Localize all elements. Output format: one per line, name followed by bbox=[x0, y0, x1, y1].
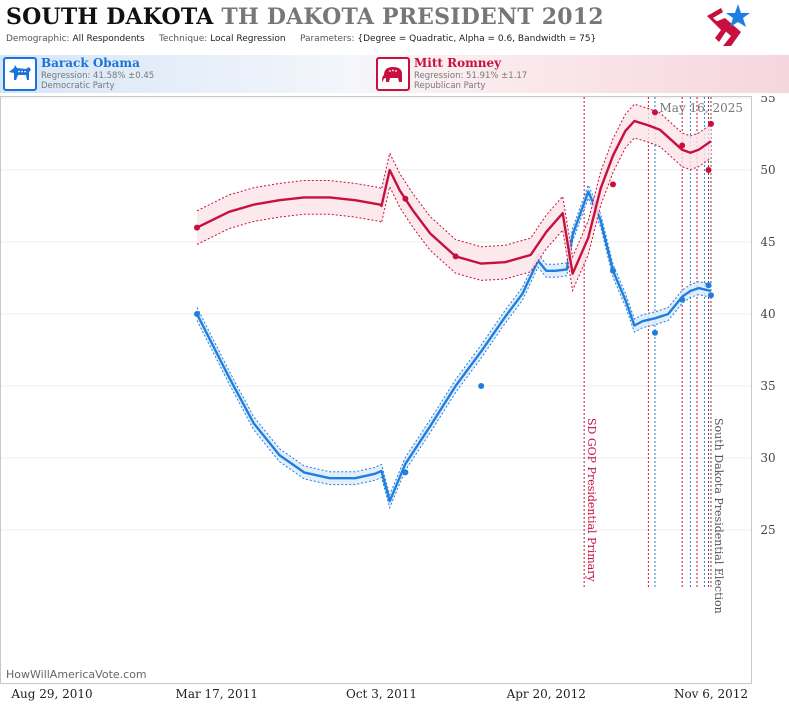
event-label: South Dakota Presidential Election bbox=[712, 418, 725, 614]
x-axis: Aug 29, 2010 Mar 17, 2011 Oct 3, 2011 Apr 2… bbox=[10, 687, 748, 701]
y-tick-label: 30 bbox=[760, 451, 775, 465]
watermark: HowWillAmericaVote.com bbox=[6, 668, 147, 681]
parameters-label: Parameters: bbox=[299, 34, 355, 44]
title-state: SOUTH DAKOTA bbox=[6, 4, 214, 30]
y-axis: 25 30 35 40 45 50 55 bbox=[760, 96, 775, 537]
chart-header: SOUTH DAKOTA TH DAKOTA PRESIDENT 2012 De… bbox=[0, 0, 789, 52]
y-gridlines bbox=[1, 97, 751, 531]
poll-point bbox=[402, 195, 409, 202]
poll-point bbox=[651, 329, 658, 336]
event-markers: SD GOP Presidential Primary South Dakota … bbox=[583, 96, 725, 614]
candidate-regression: Regression: 41.58% ±0.45 bbox=[41, 71, 155, 81]
poll-point bbox=[452, 253, 459, 260]
candidate-regression: Regression: 51.91% ±1.17 bbox=[414, 71, 528, 81]
poll-point bbox=[708, 120, 714, 127]
y-tick-label: 45 bbox=[760, 235, 775, 249]
poll-point bbox=[679, 296, 686, 303]
demographic-label: Demographic: bbox=[6, 34, 70, 44]
y-tick-label: 25 bbox=[760, 523, 775, 537]
chart-parameters: Demographic: All Respondents Technique: … bbox=[6, 34, 596, 44]
poll-point bbox=[609, 267, 616, 274]
band-upper-line bbox=[196, 103, 712, 259]
y-tick-label: 35 bbox=[760, 379, 775, 393]
x-tick-label: Mar 17, 2011 bbox=[176, 687, 258, 701]
x-tick-label: Oct 3, 2011 bbox=[346, 687, 417, 701]
band-lower-line bbox=[196, 196, 712, 510]
event-label: SD GOP Presidential Primary bbox=[585, 418, 598, 582]
poll-point bbox=[478, 383, 485, 389]
x-tick-label: Aug 29, 2010 bbox=[10, 687, 92, 701]
demographic-value: All Respondents bbox=[72, 34, 145, 44]
candidate-party: Democratic Party bbox=[41, 81, 115, 91]
regression-line bbox=[196, 119, 712, 275]
poll-point bbox=[705, 282, 712, 289]
regression-chart: 25 30 35 40 45 50 55 Aug 29, 2010 Mar 17, 2011 O… bbox=[0, 96, 776, 701]
y-tick-label: 40 bbox=[760, 307, 775, 321]
x-tick-label: Apr 20, 2012 bbox=[506, 687, 586, 701]
poll-point bbox=[679, 142, 686, 149]
series-rep bbox=[193, 103, 714, 293]
parameters-value: {Degree = Quadratic, Alpha = 0.6, Bandwi… bbox=[357, 34, 597, 44]
candidate-name: Mitt Romney bbox=[414, 56, 502, 70]
y-tick-label: 55 bbox=[760, 96, 775, 105]
plot-area bbox=[0, 96, 752, 684]
site-logo-icon bbox=[707, 4, 750, 46]
technique-label: Technique: bbox=[158, 34, 208, 44]
poll-point bbox=[609, 181, 616, 188]
elephant-icon bbox=[376, 57, 410, 91]
y-tick-label: 50 bbox=[760, 163, 775, 177]
donkey-icon bbox=[3, 57, 37, 91]
x-tick-label: Nov 6, 2012 bbox=[674, 687, 748, 701]
poll-point bbox=[705, 167, 712, 173]
band-lower-line bbox=[196, 137, 712, 293]
title-rest: TH DAKOTA PRESIDENT 2012 bbox=[221, 4, 604, 30]
date-stamp: May 16, 2025 bbox=[660, 101, 743, 115]
poll-point bbox=[651, 109, 658, 116]
poll-point bbox=[193, 311, 200, 317]
poll-point bbox=[708, 292, 714, 299]
series-layer bbox=[193, 103, 714, 510]
poll-point bbox=[193, 224, 200, 231]
candidate-legend: Barack Obama Regression: 41.58% ±0.45 De… bbox=[0, 55, 789, 93]
confidence-band bbox=[197, 104, 711, 291]
candidate-name: Barack Obama bbox=[41, 56, 140, 70]
technique-value: Local Regression bbox=[210, 34, 286, 44]
page-title: SOUTH DAKOTA TH DAKOTA PRESIDENT 2012 bbox=[6, 4, 604, 30]
poll-point bbox=[402, 469, 409, 476]
candidate-party: Republican Party bbox=[414, 81, 486, 91]
